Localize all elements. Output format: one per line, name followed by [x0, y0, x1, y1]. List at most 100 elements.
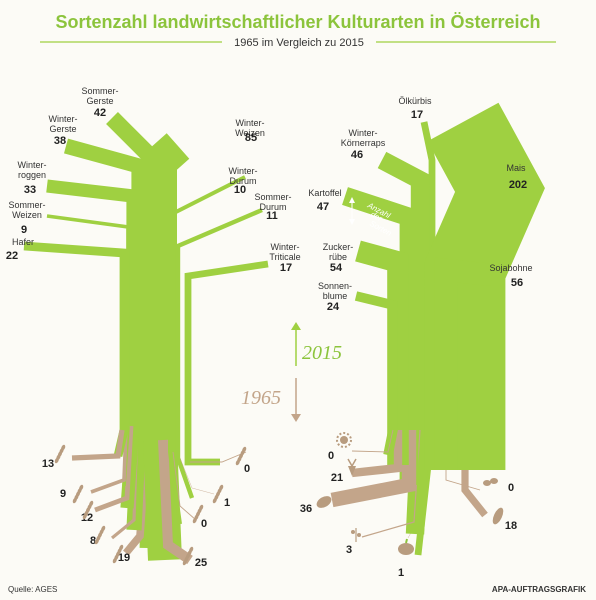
credit-note: APA-AUFTRAGSGRAFIK: [492, 585, 586, 594]
value-2015-sommergerste: 42: [94, 107, 106, 119]
year-indicator: 2015 1965: [241, 322, 342, 422]
value-2015-sommerweizen: 9: [21, 224, 27, 236]
crop-label-sommerdurum-2: Durum: [259, 202, 286, 212]
oat-icon: [54, 444, 66, 464]
value-2015-wintergerste: 38: [54, 135, 66, 147]
crop-label-winterdurum-1: Winter-: [229, 166, 258, 176]
triticale-icon: [235, 446, 247, 466]
bar-1965-winterweizen: [158, 439, 193, 565]
bar-2015-mais: [424, 102, 545, 470]
crop-label-winterdurum-2: Durum: [229, 176, 256, 186]
legend-arrow-down-icon: [349, 219, 355, 225]
crop-label-sonnenblume-1: Sonnen-: [318, 281, 352, 291]
value-1965-sommerweizen: 9: [60, 488, 66, 500]
value-1965-sonnenblume: 0: [328, 450, 334, 462]
bar-1965-kartoffel: [330, 430, 417, 508]
year-label-2015: 2015: [302, 342, 342, 364]
value-1965-wintertriticale: 0: [244, 463, 250, 475]
crop-label-sommergerste-1: Sommer-: [81, 86, 118, 96]
crop-label-winterweizen-1: Winter-: [236, 118, 265, 128]
bar-1965-sonnenblume: [351, 429, 394, 453]
bar-2015-sojabohne: [434, 257, 494, 470]
value-1965-sojabohne: 0: [508, 482, 514, 494]
crop-label-winterweizen-2: Weizen: [235, 128, 265, 138]
crop-label-hafer-1: Hafer: [12, 237, 34, 247]
crop-label-wintertriticale-2: Triticale: [269, 252, 300, 262]
year-label-1965: 1965: [241, 387, 281, 409]
durum-icon: [212, 484, 224, 504]
value-2015-mais: 202: [509, 179, 527, 191]
crop-label-winterkoernerraps-2: Körnerraps: [341, 138, 386, 148]
crop-label-mais-1: Mais: [506, 163, 526, 173]
value-1965-sommergerste: 19: [118, 552, 130, 564]
crop-label-sommerdurum-1: Sommer-: [254, 192, 291, 202]
barley-icon: [94, 525, 106, 545]
crop-label-wintergerste-2: Gerste: [49, 124, 76, 134]
chart-title: Sortenzahl landwirtschaftlicher Kulturar…: [55, 12, 540, 32]
pumpkin-icon: [398, 538, 414, 555]
bar-1965-sommerweizen: [90, 427, 128, 494]
crop-label-sonnenblume-2: blume: [323, 291, 348, 301]
sunflower-icon: [336, 432, 352, 448]
bar-1965-winterroggen: [94, 425, 134, 513]
arrow-down-icon: [291, 414, 301, 422]
value-2015-wintertriticale: 17: [280, 262, 292, 274]
barley-icon: [112, 544, 124, 564]
value-2015-winterroggen: 33: [24, 184, 36, 196]
crop-label-oelkuerbis-1: Ölkürbis: [398, 96, 432, 106]
bar-2015-wintertriticale: [184, 260, 269, 466]
bar-1965-sommerdurum: [179, 457, 215, 495]
sugar-beet-icon: [347, 458, 357, 476]
potato-icon: [316, 496, 332, 508]
value-2015-winterweizen: 85: [245, 132, 257, 144]
bar-1965-sojabohne: [445, 470, 481, 491]
wheat-icon: [72, 484, 84, 504]
value-2015-oelkuerbis: 17: [411, 109, 423, 121]
value-2015-sonnenblume: 24: [327, 301, 340, 313]
chart-subtitle: 1965 im Vergleich zu 2015: [234, 37, 364, 49]
value-1965-winterkoernerraps: 3: [346, 544, 352, 556]
corn-icon: [492, 507, 504, 525]
bar-1965-zuckerruebe: [351, 430, 403, 478]
crop-label-winterkoernerraps-1: Winter-: [349, 128, 378, 138]
crop-label-kartoffel-1: Kartoffel: [308, 188, 341, 198]
value-1965-kartoffel: 36: [300, 503, 312, 515]
arrow-up-icon: [291, 322, 301, 330]
crop-label-winterroggen-1: Winter-: [18, 160, 47, 170]
crop-label-sommergerste-2: Gerste: [86, 96, 113, 106]
crop-label-sommerweizen-1: Sommer-: [8, 200, 45, 210]
value-1965-zuckerruebe: 21: [331, 472, 343, 484]
bar-1965-mais: [461, 470, 488, 518]
value-1965-hafer: 13: [42, 458, 54, 470]
value-1965-oelkuerbis: 1: [398, 567, 404, 579]
bar-1965-hafer: [71, 429, 125, 461]
legend-arrow-up-icon: [349, 197, 355, 203]
bars-layer: [23, 102, 545, 565]
value-2015-kartoffel: 47: [317, 201, 329, 213]
value-2015-hafer: 22: [6, 250, 18, 262]
rye-icon: [82, 500, 94, 520]
crop-label-sojabohne-1: Sojabohne: [489, 263, 532, 273]
bar-2015-hafer: [23, 241, 129, 457]
crop-label-zuckerruebe-1: Zucker-: [323, 242, 354, 252]
wheat-icon: [182, 546, 194, 566]
value-2015-sommerdurum: 11: [266, 210, 278, 222]
value-1965-winterweizen: 25: [195, 557, 207, 569]
legend-number-of-varieties: Anzahl der Sorten: [349, 197, 394, 238]
value-1965-winterdurum: 0: [201, 518, 207, 530]
crop-label-zuckerruebe-2: rübe: [329, 252, 347, 262]
source-note: Quelle: AGES: [8, 585, 57, 594]
crop-label-sommerweizen-2: Weizen: [12, 210, 42, 220]
value-2015-zuckerruebe: 54: [330, 262, 343, 274]
value-1965-mais: 18: [505, 520, 517, 532]
rapeseed-icon: [351, 528, 361, 542]
bar-1965-wintertriticale: [190, 451, 247, 463]
value-1965-wintergerste: 8: [90, 535, 96, 547]
bar-2015-sommerdurum: [175, 207, 263, 499]
soybean-icon: [483, 478, 498, 486]
value-1965-sommerdurum: 1: [224, 497, 230, 509]
value-2015-sojabohne: 56: [511, 277, 523, 289]
crop-label-winterroggen-2: roggen: [18, 170, 46, 180]
value-2015-winterdurum: 10: [234, 184, 246, 196]
